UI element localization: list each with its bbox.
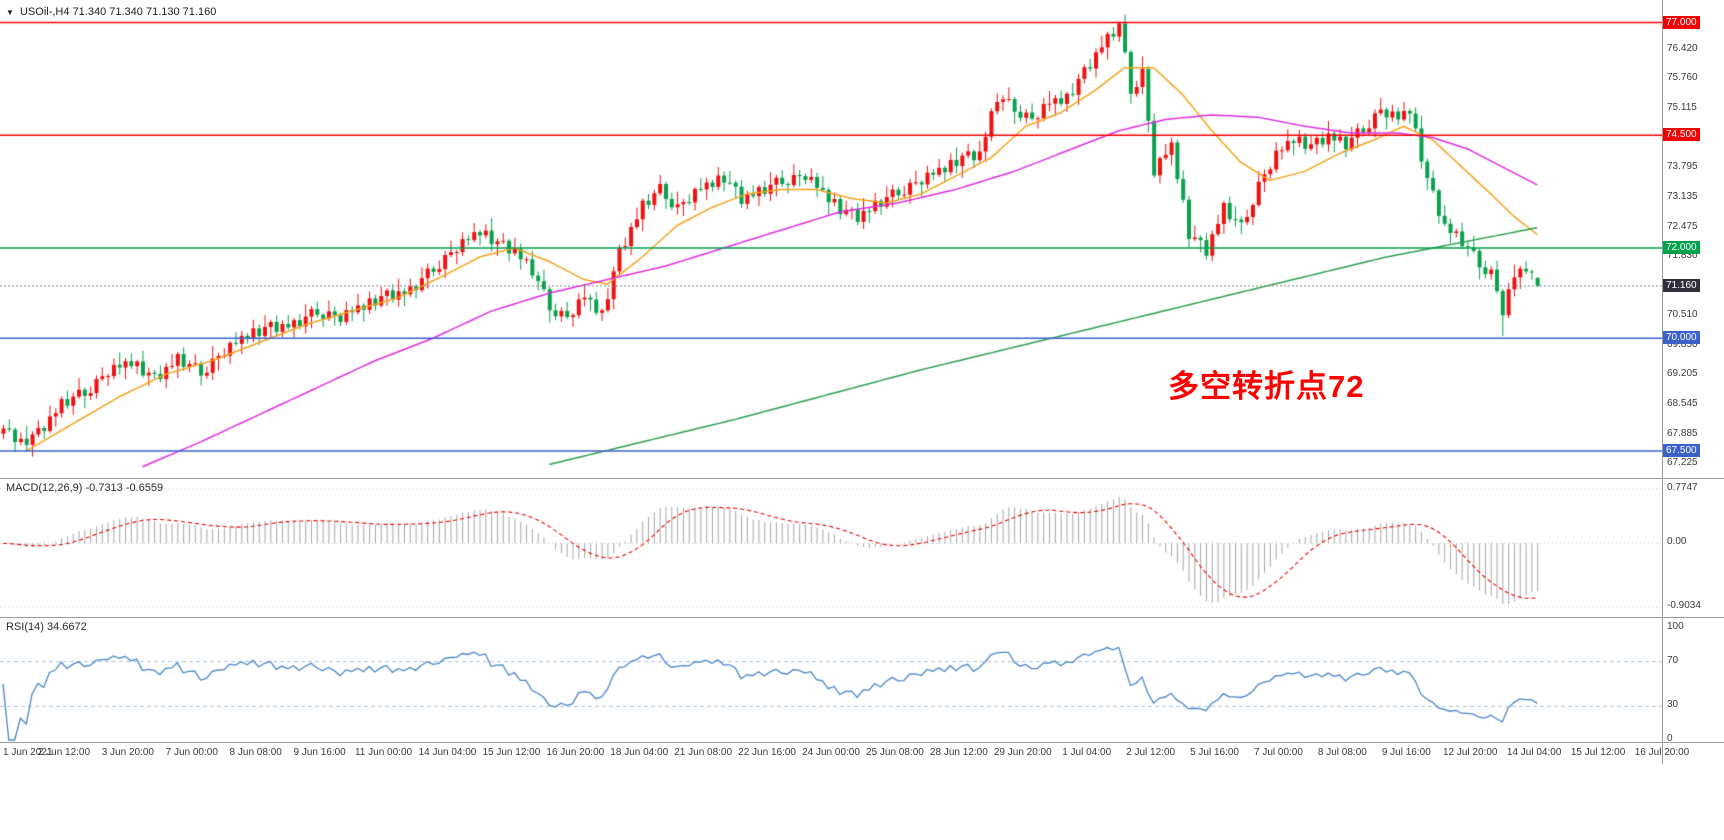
time-axis-label: 22 Jun 16:00 [738,747,796,758]
price-level-badge: 72.000 [1663,241,1700,255]
price-axis-label: 68.545 [1667,397,1698,409]
time-axis-label: 24 Jun 00:00 [802,747,860,758]
ohlc-values: 71.340 71.340 71.130 71.160 [72,6,217,18]
price-axis-label: 73.135 [1667,190,1698,202]
price-axis-label: 67.225 [1667,457,1698,469]
time-axis-label: 25 Jun 08:00 [866,747,924,758]
price-axis-label: 75.115 [1667,101,1697,113]
rsi-indicator-label: RSI(14) 34.6672 [6,621,87,633]
price-axis-label: 75.760 [1667,72,1698,84]
time-axis-label: 8 Jun 08:00 [229,747,282,758]
price-axis-label: 73.795 [1667,161,1698,173]
time-axis-label: 14 Jul 04:00 [1506,747,1562,758]
price-chart-panel: ▼ USOil-,H4 71.340 71.340 71.130 71.160 … [0,0,1662,478]
time-axis-label: 9 Jun 16:00 [293,747,346,758]
price-level-badge: 67.500 [1663,443,1700,457]
time-axis-label: 21 Jun 08:00 [674,747,733,758]
rsi-axis-label: 30 [1667,699,1679,711]
time-axis-label: 18 Jun 04:00 [610,747,669,758]
price-axis-label: 70.510 [1667,309,1698,321]
time-axis-label: 11 Jun 00:00 [354,747,413,758]
time-axis-label: 5 Jul 16:00 [1190,747,1239,758]
macd-name: MACD(12,26,9) [6,482,83,494]
price-level-badge: 77.000 [1663,15,1700,29]
time-axis-label: 3 Jun 20:00 [101,747,154,758]
time-axis-label: 7 Jul 00:00 [1253,747,1303,758]
chart-title: ▼ USOil-,H4 71.340 71.340 71.130 71.160 [6,6,216,18]
rsi-axis-label: 0 [1667,733,1673,744]
symbol-dropdown-icon[interactable]: ▼ [6,8,14,17]
macd-axis-label: 0.7747 [1667,481,1698,493]
time-axis-label: 8 Jul 08:00 [1317,747,1367,758]
rsi-value: 34.6672 [46,621,87,633]
price-axis[interactable]: 76.420 75.760 75.115 73.795 73.135 72.475 71.8… [1662,0,1724,764]
rsi-name: RSI(14) [6,621,44,633]
macd-panel: MACD(12,26,9) -0.7313 -0.6559 [0,478,1724,617]
time-axis-label: 16 Jun 20:00 [546,747,605,758]
time-axis-label: 15 Jul 12:00 [1570,747,1626,758]
price-axis-label: 69.850 [1667,338,1698,350]
price-axis-label: 69.205 [1667,368,1698,380]
time-axis-label: 14 Jun 04:00 [418,747,477,758]
time-axis-label: 29 Jun 20:00 [993,747,1052,758]
price-axis-label: 71.830 [1667,249,1698,261]
time-axis-label: 2 Jul 12:00 [1126,747,1176,758]
price-chart-canvas[interactable] [0,0,1662,478]
macd-axis-label: -0.9034 [1667,600,1701,612]
macd-chart-canvas[interactable] [0,479,1662,617]
time-axis-label: 28 Jun 12:00 [929,747,988,758]
price-axis-label: 67.885 [1667,427,1698,439]
rsi-axis-label: 70 [1667,654,1679,666]
rsi-axis-label: 100 [1667,621,1684,632]
time-axis-label: 1 Jun 2021 [3,747,53,758]
rsi-chart-canvas[interactable] [0,618,1662,742]
time-axis-label: 9 Jul 16:00 [1381,747,1431,758]
time-axis[interactable]: 1 Jun 2021 2 Jun 12:00 3 Jun 20:00 7 Jun 00… [0,742,1724,764]
macd-axis-label: 0.00 [1667,536,1687,548]
price-level-badge: 70.000 [1663,331,1700,345]
macd-indicator-label: MACD(12,26,9) -0.7313 -0.6559 [6,482,163,494]
time-axis-label: 1 Jul 04:00 [1062,747,1112,758]
rsi-panel: RSI(14) 34.6672 [0,617,1724,742]
macd-values: -0.7313 -0.6559 [85,482,164,494]
price-level-badge: 74.500 [1663,128,1700,142]
symbol-timeframe-label: USOil-,H4 [19,6,70,18]
time-axis-label: 7 Jun 00:00 [165,747,218,758]
chart-annotation: 多空转折点72 [1168,369,1365,404]
price-axis-label: 72.475 [1667,220,1698,232]
time-axis-label: 2 Jun 12:00 [37,747,91,758]
time-axis-label: 15 Jun 12:00 [482,747,541,758]
current-price-badge: 71.160 [1663,278,1700,292]
price-axis-label: 76.420 [1667,42,1698,54]
time-axis-label: 12 Jul 20:00 [1442,747,1498,758]
